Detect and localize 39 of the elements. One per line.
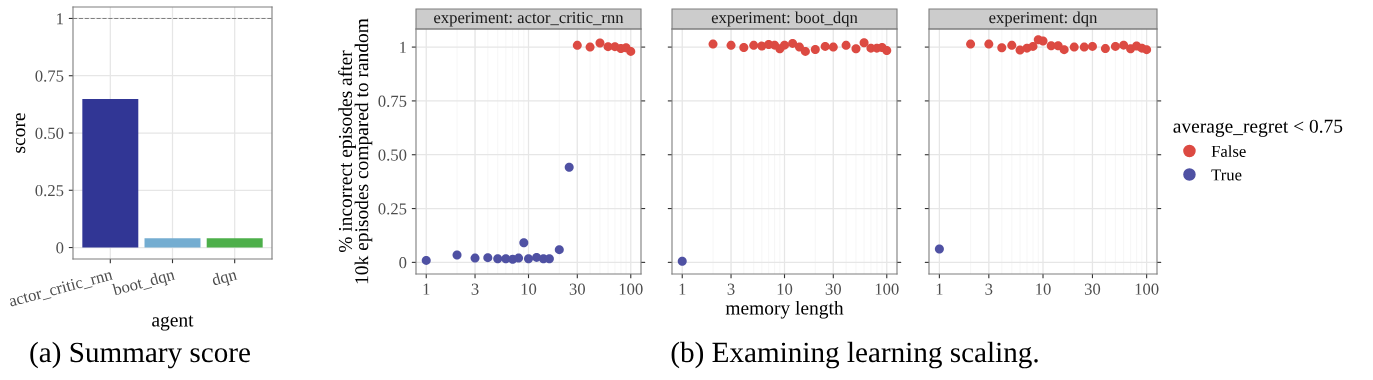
chart-title: experiment: actor_critic_rnn [434, 11, 624, 27]
text: (b) Examining learning scaling. [671, 341, 1038, 369]
x-axis-title: agent [152, 315, 194, 331]
x-tick-label: 30 [1084, 283, 1101, 295]
x-tick-label: 3 [727, 283, 735, 295]
y-tick-label: 0.50 [378, 149, 407, 161]
y-tick-label: 0.75 [378, 95, 407, 107]
x-tick-label: 10 [521, 283, 537, 295]
legend-label: True [1211, 169, 1242, 181]
y-tick-label: 1 [57, 13, 63, 25]
x-tick-label: dqn [211, 268, 239, 289]
y-axis-title: % incorrect episodes after 10k episodes compared to random [338, 18, 373, 284]
x-tick-label: 10 [777, 283, 793, 295]
chart-title: experiment: boot_dqn [711, 11, 858, 27]
x-tick-label: 3 [471, 283, 479, 295]
y-axis-title: score [15, 113, 26, 153]
x-tick-label: boot_dqn [111, 268, 177, 299]
y-tick-label: 0.50 [35, 127, 64, 140]
y-tick-label: 0 [399, 257, 407, 269]
x-tick-label: 30 [569, 283, 585, 295]
legend-label: False [1211, 145, 1246, 157]
x-tick-label: 30 [825, 283, 841, 295]
x-tick-label: 10 [1036, 283, 1051, 295]
x-tick-label: 100 [875, 283, 899, 295]
x-tick-label: 100 [1135, 283, 1159, 295]
x-tick-label: 1 [423, 283, 430, 295]
y-tick-label: 0 [56, 242, 64, 254]
y-tick-label: 0.25 [378, 203, 407, 215]
x-tick-label: 3 [985, 283, 993, 295]
chart-title: experiment: dqn [989, 11, 1098, 27]
x-tick-label: 100 [619, 283, 643, 295]
x-axis-title: memory length [725, 300, 844, 319]
y-tick-label: 0.75 [35, 70, 64, 82]
y-tick-label: 0.25 [35, 184, 64, 197]
x-tick-label: 1 [679, 283, 686, 295]
legend-title: average_regret < 0.75 [1173, 119, 1343, 137]
text: (a) Summary score [30, 341, 250, 369]
x-tick-label: 1 [936, 283, 943, 295]
y-tick-label: 1 [400, 41, 406, 53]
